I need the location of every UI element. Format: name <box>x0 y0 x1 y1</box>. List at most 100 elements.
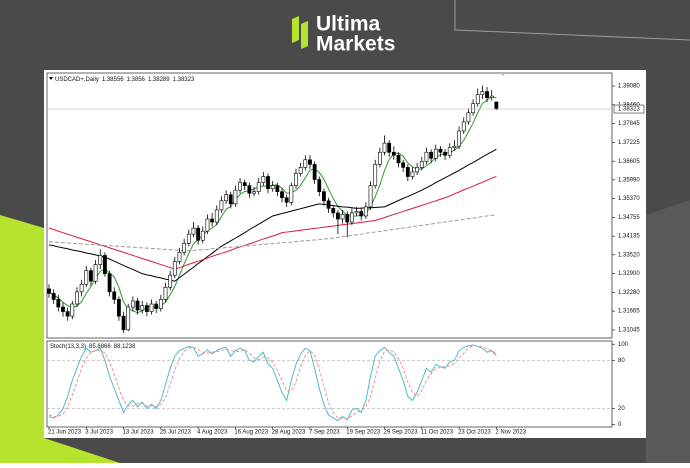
candle-body <box>121 315 126 331</box>
moving-average-line <box>48 176 497 270</box>
menu-arrow <box>49 77 53 80</box>
y-tick-label: 1.39080 <box>618 84 640 90</box>
candle-body <box>261 176 266 183</box>
candle-body <box>168 274 173 288</box>
x-tick-label: 28 Aug 2023 <box>272 430 306 436</box>
candle-body <box>61 306 65 312</box>
stoch-plot-frame <box>46 340 613 428</box>
candle-body <box>438 148 443 153</box>
main-plot-frame <box>46 72 613 339</box>
candle-body <box>214 209 219 223</box>
candle-body <box>363 206 368 217</box>
x-tick-label: 23 Oct 2023 <box>458 430 491 436</box>
candle-body <box>252 191 256 194</box>
y-tick-label: 0 <box>618 422 622 428</box>
candle-body <box>475 94 480 104</box>
candle-body <box>317 179 322 192</box>
x-tick-label: 3 Jul 2023 <box>85 430 113 436</box>
candle-body <box>331 208 336 214</box>
y-tick-label: 80 <box>618 358 625 364</box>
y-tick-label: 1.34135 <box>618 234 640 240</box>
candle-body <box>312 164 317 180</box>
brand-text: Ultima <box>316 13 381 36</box>
candle-body <box>429 151 434 159</box>
x-tick-label: 13 Jul 2023 <box>123 430 155 436</box>
symbol-header: USDCAD+,Daily 1.38556 1.3856 1.38289 1.38323 <box>55 77 195 83</box>
candle-body <box>284 197 289 203</box>
candle-body <box>158 299 163 309</box>
candle-body <box>242 182 247 186</box>
candle-body <box>322 191 326 202</box>
x-tick-label: 19 Sep 2023 <box>346 430 381 436</box>
candle-body <box>368 185 373 208</box>
candle-body <box>387 142 392 153</box>
candle-body <box>359 211 364 217</box>
candle-body <box>247 185 252 194</box>
candle-body <box>480 91 485 95</box>
y-tick-label: 1.32900 <box>618 271 640 277</box>
y-tick-label: 1.35990 <box>618 177 640 183</box>
y-tick-label: 1.31045 <box>618 328 640 334</box>
symbol-title: USDCAD+,Daily <box>55 77 99 83</box>
candle-body <box>135 300 140 311</box>
stochastic-line <box>48 345 497 420</box>
candle-body <box>466 112 471 123</box>
close-value: 1.38323 <box>173 77 195 83</box>
candle-body <box>415 167 420 173</box>
chart-panel <box>44 70 646 438</box>
stoch-main-value: 85.6866 <box>89 344 111 350</box>
y-tick-label: 1.37845 <box>618 121 640 127</box>
candle-body <box>238 182 242 191</box>
x-tick-label: 21 Jun 2023 <box>48 430 82 436</box>
candle-body <box>233 189 238 205</box>
x-tick-label: 7 Sep 2023 <box>309 430 340 436</box>
decor-line <box>454 0 690 41</box>
candle-body <box>308 159 312 165</box>
candle-body <box>447 147 452 156</box>
accent-shape <box>0 215 120 463</box>
background-shade <box>646 200 690 463</box>
x-tick-label: 11 Oct 2023 <box>421 430 454 436</box>
candle-body <box>377 151 382 165</box>
candle-body <box>79 283 84 293</box>
candle-body <box>294 173 298 186</box>
candle-body <box>433 148 438 159</box>
candle-body <box>103 255 107 274</box>
candle-body <box>401 162 406 168</box>
candle-body <box>75 291 79 305</box>
x-tick-label: 25 Jul 2023 <box>160 430 192 436</box>
candle-body <box>130 300 135 308</box>
candle-body <box>419 161 424 168</box>
candle-body <box>266 176 270 189</box>
stoch-header: Stoch(13,3,3) 85.6866 88.1238 <box>50 344 136 350</box>
candle-body <box>224 194 228 202</box>
candle-body <box>56 299 61 308</box>
x-tick-label: 4 Aug 2023 <box>197 430 228 436</box>
candle-body <box>126 306 131 331</box>
candle-body <box>340 214 345 220</box>
candle-body <box>303 159 308 168</box>
candle-body <box>461 121 466 132</box>
candle-body <box>172 261 177 276</box>
candle-body <box>405 167 410 177</box>
candle-body <box>196 227 201 241</box>
candle-body <box>336 212 340 220</box>
candle-body <box>382 142 387 153</box>
candle-body <box>51 293 56 300</box>
last-price-box <box>613 104 645 114</box>
y-tick-label: 1.31665 <box>618 309 640 315</box>
candle-body <box>186 233 191 244</box>
candle-body <box>410 171 415 177</box>
candle-body <box>270 185 275 189</box>
candle-body <box>89 270 93 282</box>
candle-body <box>177 252 182 262</box>
low-value: 1.38289 <box>148 77 170 83</box>
last-price-label: 1.38323 <box>618 107 640 113</box>
candle-body <box>210 218 215 223</box>
open-value: 1.38556 <box>102 77 124 83</box>
candle-body <box>396 154 401 164</box>
candle-body <box>191 227 196 235</box>
candle-body <box>70 303 75 317</box>
candle-body <box>47 288 51 294</box>
